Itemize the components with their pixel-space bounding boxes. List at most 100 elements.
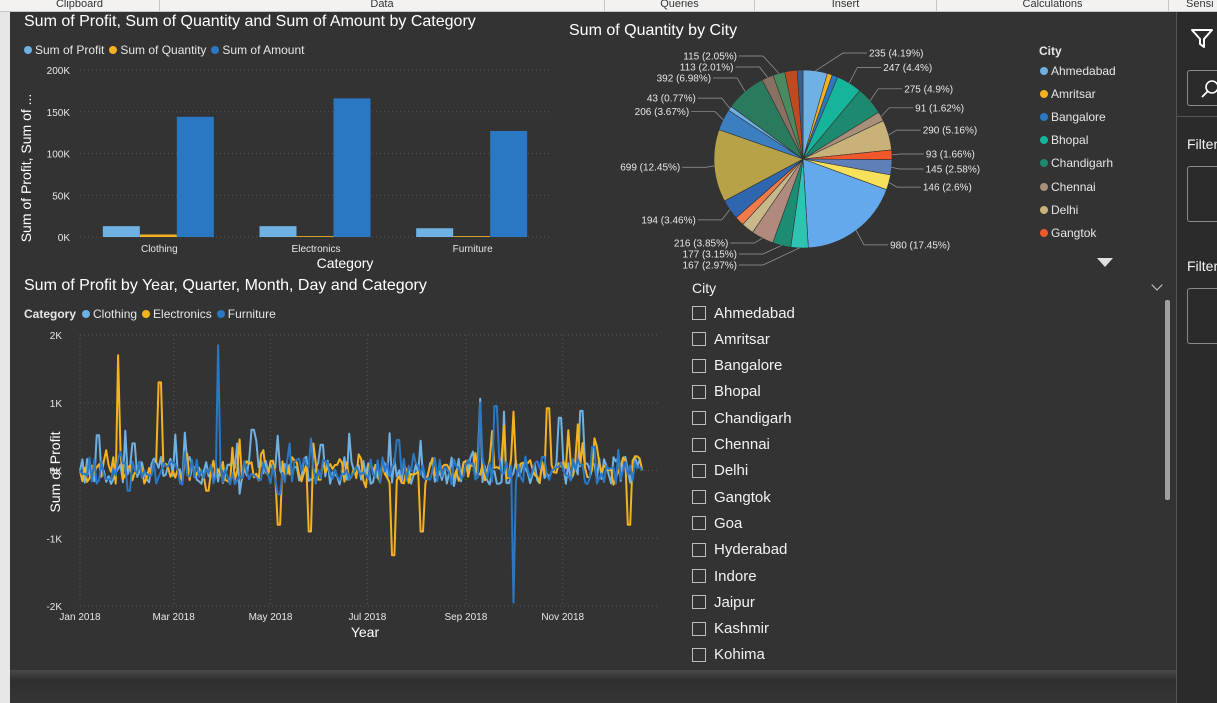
checkbox[interactable] xyxy=(692,621,706,636)
slicer-item[interactable]: Chandigarh xyxy=(692,408,792,428)
checkbox[interactable] xyxy=(692,306,706,320)
ribbon-group-data[interactable]: Data xyxy=(160,0,605,11)
ribbon-group-calculations[interactable]: Calculations xyxy=(937,0,1169,11)
slicer-item[interactable]: Jaipur xyxy=(692,592,755,612)
pie-slice[interactable] xyxy=(796,69,804,160)
checkbox[interactable] xyxy=(692,384,706,399)
chart2-legend-item[interactable]: Chennai xyxy=(1040,180,1096,194)
slicer-item[interactable]: Hyderabad xyxy=(692,540,787,560)
checkbox[interactable] xyxy=(692,569,706,583)
slicer-scrollbar[interactable] xyxy=(1165,300,1170,500)
checkbox[interactable] xyxy=(692,542,706,557)
pie-data-label: 93 (1.66%) xyxy=(926,149,975,160)
chart3-series-line[interactable] xyxy=(79,344,643,604)
ribbon-group-queries[interactable]: Queries xyxy=(605,0,755,11)
chart3-legend-clothing[interactable]: Clothing xyxy=(82,307,137,321)
chart2-legend-title: City xyxy=(1039,44,1062,58)
chart1-bar[interactable] xyxy=(259,226,297,237)
checkbox[interactable] xyxy=(692,516,706,531)
chart3-series-line[interactable] xyxy=(79,354,644,557)
chart1-legend-quantity[interactable]: Sum of Quantity xyxy=(109,43,206,57)
slicer-item[interactable]: Ahmedabad xyxy=(692,303,795,323)
slicer-item[interactable]: Kohima xyxy=(692,645,765,665)
search-icon xyxy=(1201,80,1217,98)
chart1-yaxis-title: Sum of Profit, Sum of ... xyxy=(18,94,34,243)
chart2-plot[interactable]: 235 (4.19%) 247 (4.4%) 275 (4.9%) 91 (1.62%… xyxy=(560,40,1040,275)
chart1-bar[interactable] xyxy=(490,130,528,237)
pie-data-label: 206 (3.67%) xyxy=(635,107,689,118)
checkbox[interactable] xyxy=(692,490,706,505)
chart3-legend[interactable]: Category Clothing Electronics Furniture xyxy=(24,307,281,321)
chart1-bar[interactable] xyxy=(416,228,454,237)
slicer-item[interactable]: Chennai xyxy=(692,435,770,455)
checkbox[interactable] xyxy=(692,332,706,347)
slicer-item[interactable]: Indore xyxy=(692,566,757,586)
pie-leader-line xyxy=(739,247,800,266)
slicer-item[interactable]: Delhi xyxy=(692,461,748,481)
pie-leader-line xyxy=(739,245,782,255)
chart1-xtick: Furniture xyxy=(453,244,493,255)
chart3-xtick: Jul 2018 xyxy=(349,612,387,623)
filter-well-2[interactable] xyxy=(1187,288,1217,344)
slicer-item-label: Goa xyxy=(714,514,743,532)
slicer-item-label: Bhopal xyxy=(714,383,761,401)
slicer-item[interactable]: Bhopal xyxy=(692,382,761,402)
chart1-bar[interactable] xyxy=(333,98,371,237)
checkbox[interactable] xyxy=(692,463,706,478)
pie-data-label: 235 (4.19%) xyxy=(869,49,923,60)
filter-icon[interactable] xyxy=(1191,28,1213,48)
filter-search-box[interactable] xyxy=(1187,70,1217,106)
chart2-legend-item[interactable]: Bangalore xyxy=(1040,110,1106,124)
checkbox[interactable] xyxy=(692,358,706,373)
chart3-legend-electronics[interactable]: Electronics xyxy=(142,307,212,321)
pie-data-label: 290 (5.16%) xyxy=(923,126,977,137)
chart2-legend-item[interactable]: Chandigarh xyxy=(1040,156,1113,170)
chart1-bar[interactable] xyxy=(296,236,334,237)
checkbox[interactable] xyxy=(692,411,706,426)
chart1-plot[interactable]: Sum of Profit, Sum of ... Category 0K 50K… xyxy=(10,60,570,275)
pie-slice[interactable] xyxy=(802,158,887,249)
chart1-bar[interactable] xyxy=(139,234,177,237)
slicer-item[interactable]: Kashmir xyxy=(692,619,769,639)
slicer-item[interactable]: Amritsar xyxy=(692,329,770,349)
chart1-legend-amount[interactable]: Sum of Amount xyxy=(211,43,304,57)
checkbox[interactable] xyxy=(692,595,706,610)
chart3-legend-label: Category xyxy=(24,307,77,321)
chart1-bar[interactable] xyxy=(102,226,140,237)
legend-dot xyxy=(1040,136,1048,145)
slicer-item[interactable]: Bangalore xyxy=(692,356,782,376)
chart2-legend-item[interactable]: Delhi xyxy=(1040,203,1078,217)
chart3-xtick: Mar 2018 xyxy=(153,612,196,623)
pie-data-label: 980 (17.45%) xyxy=(890,240,950,251)
chart1-bar[interactable] xyxy=(453,236,491,237)
pie-leader-line xyxy=(891,153,924,156)
chart2-legend-item[interactable]: Ahmedabad xyxy=(1040,64,1116,78)
ribbon-group-insert[interactable]: Insert xyxy=(755,0,937,11)
checkbox[interactable] xyxy=(692,647,706,662)
filter-well-1[interactable] xyxy=(1187,166,1217,222)
slicer-item-label: Chandigarh xyxy=(714,409,792,427)
ribbon-group-clipboard[interactable]: Clipboard xyxy=(0,0,160,11)
checkbox[interactable] xyxy=(692,437,706,452)
slicer-item-label: Delhi xyxy=(714,462,749,480)
pane-divider xyxy=(1177,116,1217,117)
chart2-legend-item[interactable]: Amritsar xyxy=(1040,87,1096,101)
slicer-item-label: Bangalore xyxy=(714,357,783,375)
triangle-down-icon[interactable] xyxy=(1097,258,1113,267)
chart2-legend-item[interactable]: Gangtok xyxy=(1040,226,1096,240)
chart3-ytick: 2K xyxy=(50,331,63,342)
ribbon-group-sensitivity[interactable]: Sensi xyxy=(1186,0,1214,10)
pie-leader-line xyxy=(815,52,867,72)
slicer-item[interactable]: Goa xyxy=(692,513,742,533)
chart1-bar[interactable] xyxy=(176,116,214,237)
chart3-legend-furniture[interactable]: Furniture xyxy=(216,307,276,321)
chart2-legend-item[interactable]: Bhopal xyxy=(1040,133,1088,147)
chart2-legend-label: Bhopal xyxy=(1051,133,1089,148)
slicer-item-label: Ahmedabad xyxy=(714,304,795,322)
chart3-series-line[interactable] xyxy=(79,397,644,495)
slicer-item[interactable]: Gangtok xyxy=(692,487,771,507)
chart3-plot[interactable]: Sum of Profit Year -2K -1K 0K 1K 2K Jan 2018 M… xyxy=(10,322,670,644)
chart1-legend[interactable]: Sum of Profit Sum of Quantity Sum of Amo… xyxy=(24,43,309,57)
chart1-legend-profit[interactable]: Sum of Profit xyxy=(24,43,104,57)
chart1-ytick: 150K xyxy=(47,108,71,119)
